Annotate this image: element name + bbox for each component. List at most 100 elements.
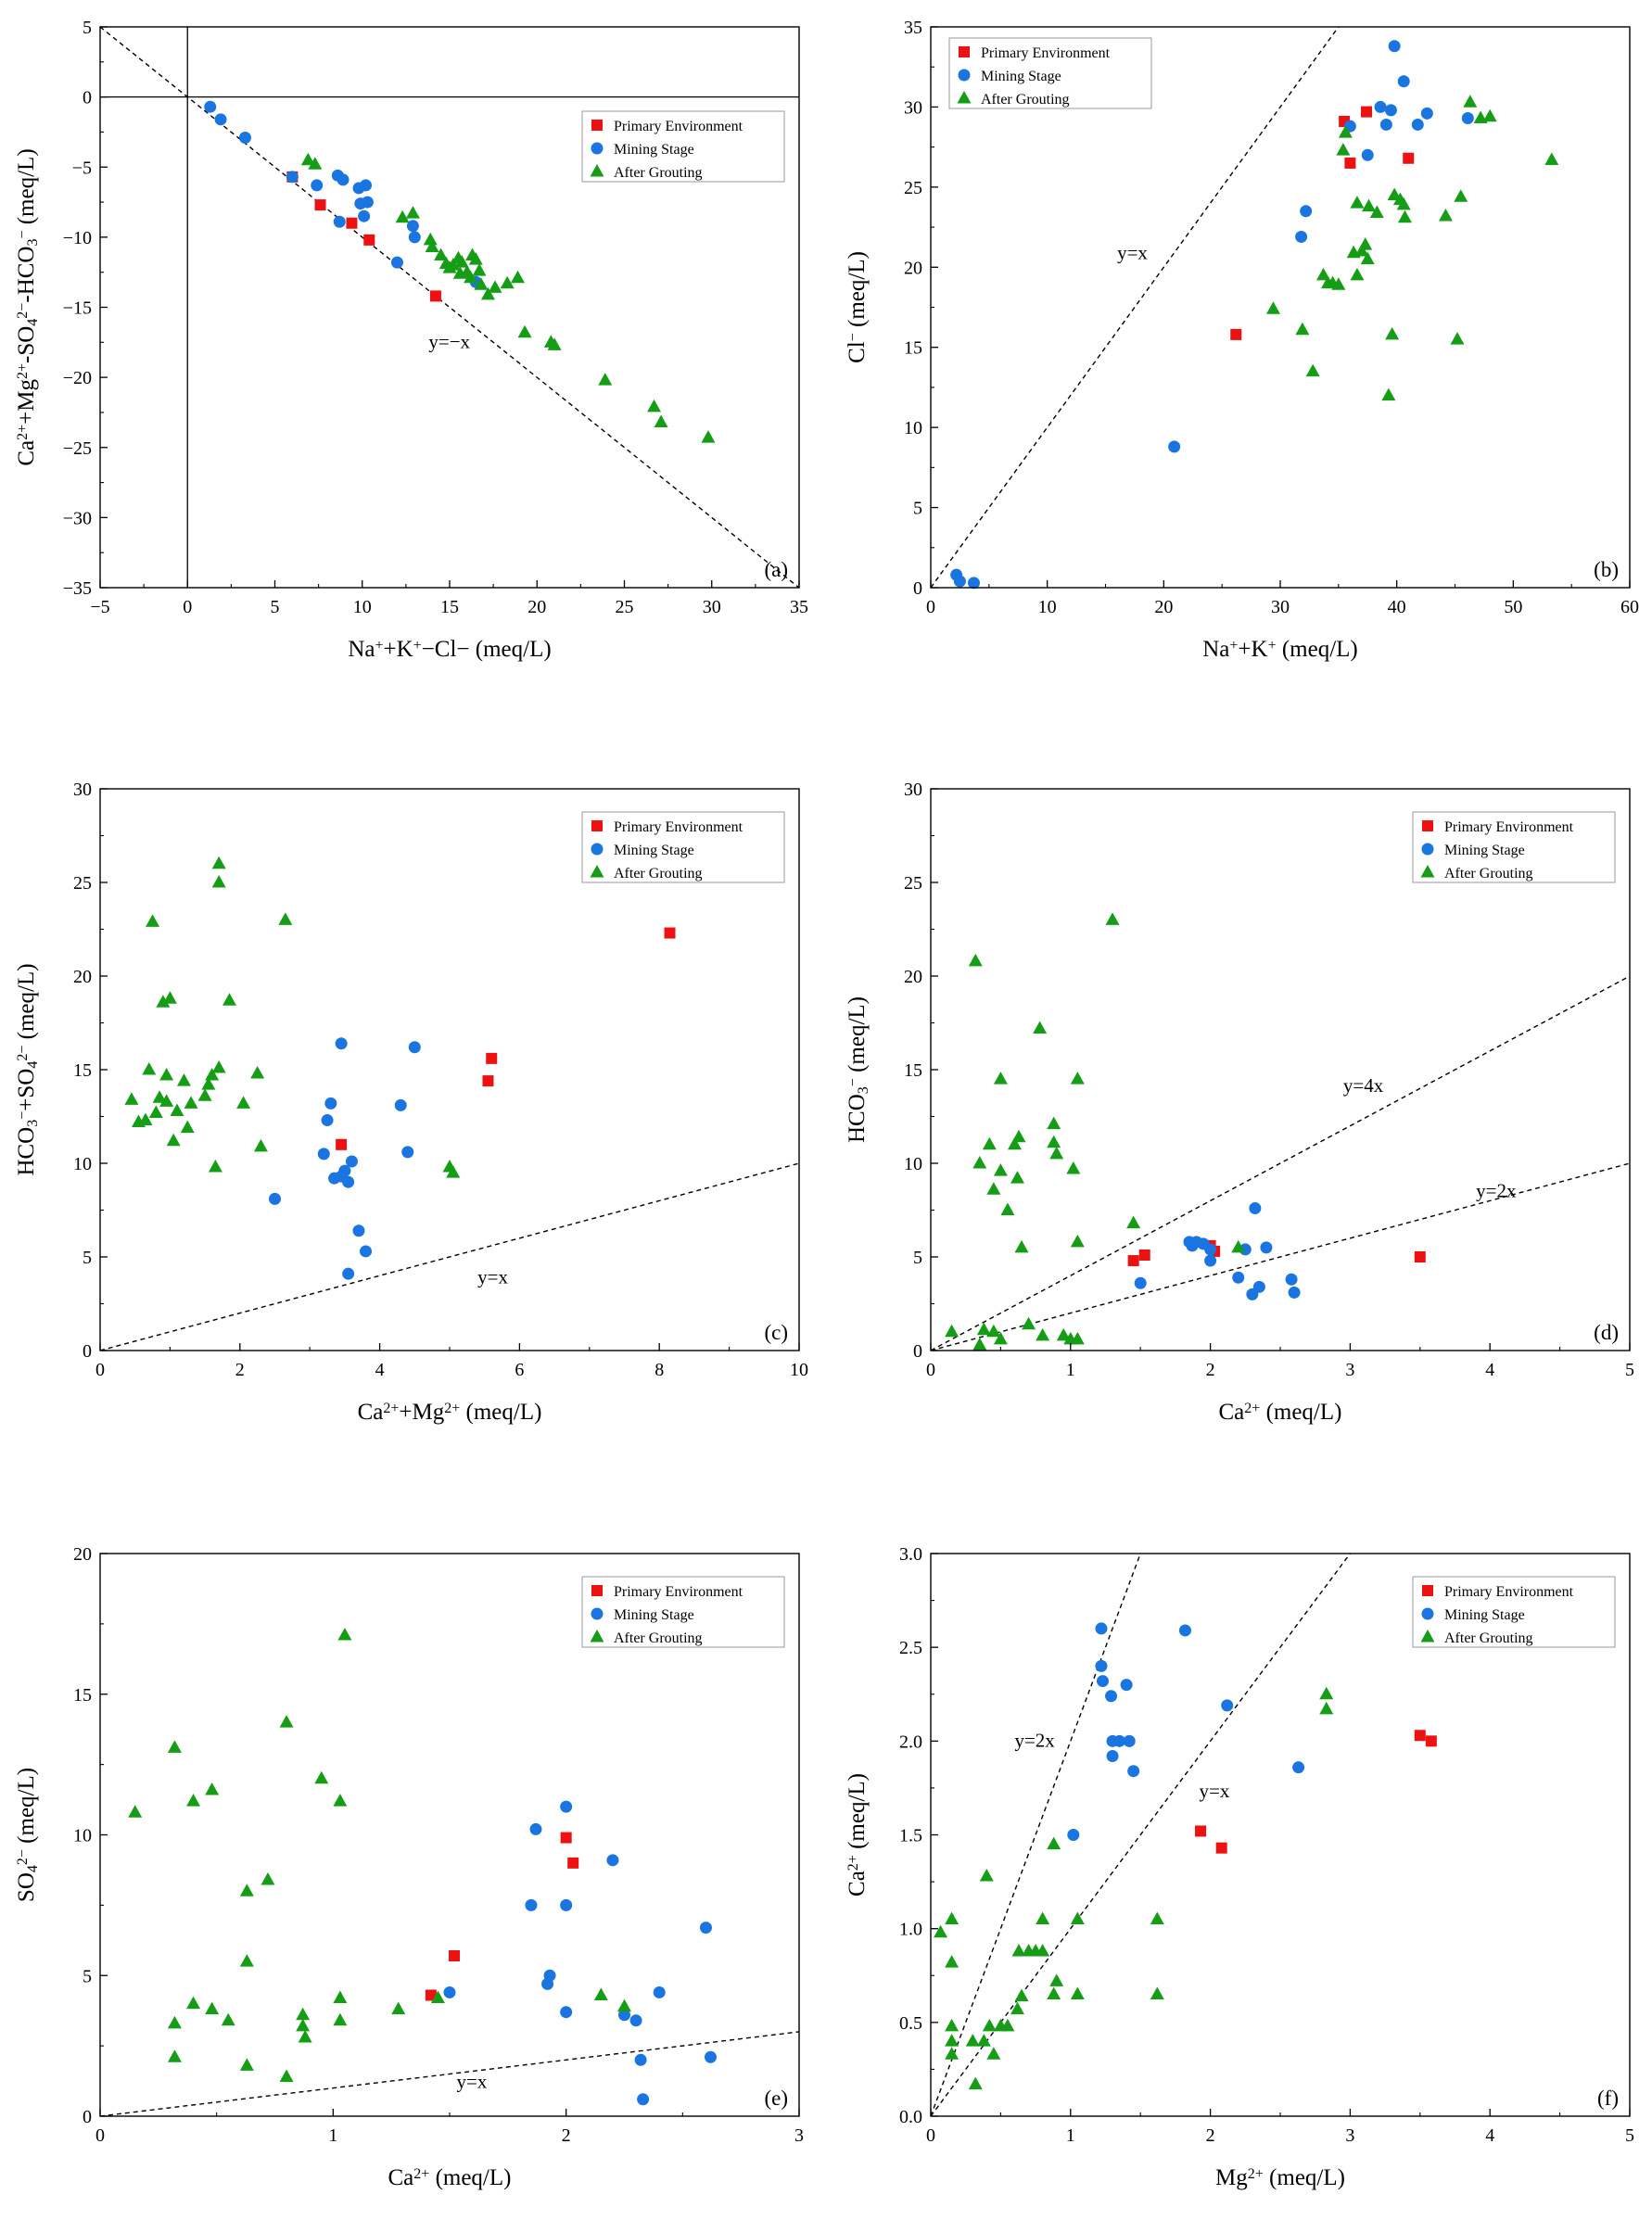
data-point-mining xyxy=(408,231,421,244)
data-point-mining xyxy=(1300,205,1313,218)
x-axis-title-part: Ca xyxy=(388,2165,414,2190)
x-tick-label: 0 xyxy=(95,2125,105,2146)
data-point-grouting xyxy=(1231,1239,1246,1253)
x-axis-title-part: (meq/L) xyxy=(460,1400,541,1425)
x-tick-label: 2 xyxy=(1206,1360,1215,1380)
y-tick-label: 10 xyxy=(904,418,922,438)
data-point-grouting xyxy=(1036,1943,1050,1957)
data-point-grouting xyxy=(945,1324,959,1338)
data-point-grouting xyxy=(1350,196,1365,209)
x-tick-label: 15 xyxy=(440,597,459,617)
y-tick-label: 25 xyxy=(904,873,922,894)
y-axis-title-part: Cl xyxy=(845,341,870,363)
data-point-mining xyxy=(634,2053,647,2066)
data-point-grouting xyxy=(1070,1911,1085,1925)
legend-marker-primary xyxy=(1422,1585,1433,1596)
data-point-mining xyxy=(401,1146,414,1159)
data-point-grouting xyxy=(1047,1135,1061,1148)
reference-line xyxy=(931,1554,1352,2116)
data-point-grouting xyxy=(221,2012,235,2026)
data-point-mining xyxy=(1204,1254,1217,1267)
data-point-grouting xyxy=(454,255,469,268)
y-tick-label: −5 xyxy=(72,158,92,178)
y-axis-title-part: +Mg xyxy=(14,379,39,425)
data-point-grouting xyxy=(1338,125,1353,138)
y-tick-label: 10 xyxy=(904,1154,922,1174)
data-point-grouting xyxy=(945,2047,959,2060)
y-axis-title: HCO3−+SO42− (meq/L) xyxy=(14,963,41,1175)
data-point-grouting xyxy=(474,277,489,290)
data-point-grouting xyxy=(1022,1316,1036,1330)
data-point-mining xyxy=(408,1041,421,1054)
data-point-grouting xyxy=(186,1996,201,2010)
y-axis-title-part: (meq/L) xyxy=(845,996,870,1078)
y-axis-title-part: 4 xyxy=(25,1865,41,1872)
x-tick-label: 60 xyxy=(1620,597,1639,617)
reference-line-label: y=2x xyxy=(1014,1729,1055,1751)
x-axis-title: Ca2++Mg2+ (meq/L) xyxy=(358,1400,542,1425)
y-tick-label: 30 xyxy=(904,97,922,118)
y-tick-label: 0 xyxy=(913,1341,922,1362)
y-tick-label: 30 xyxy=(904,780,922,800)
legend-label-grouting: After Grouting xyxy=(614,1630,703,1646)
data-point-grouting xyxy=(1011,1129,1026,1143)
data-point-mining xyxy=(1134,1276,1147,1289)
x-tick-label: 5 xyxy=(1625,1360,1634,1380)
data-point-primary xyxy=(1344,157,1356,169)
data-point-grouting xyxy=(1000,2018,1015,2032)
data-point-primary xyxy=(363,234,375,246)
data-point-grouting xyxy=(1305,363,1320,377)
y-tick-label: 5 xyxy=(913,1248,922,1268)
data-point-grouting xyxy=(142,1062,157,1075)
data-point-grouting xyxy=(1070,1234,1085,1248)
x-tick-label: 30 xyxy=(1271,597,1290,617)
data-point-grouting xyxy=(205,1782,220,1795)
data-point-mining xyxy=(1123,1734,1136,1747)
y-tick-label: 0 xyxy=(83,2107,92,2127)
data-point-mining xyxy=(1411,118,1424,131)
data-point-grouting xyxy=(1033,1021,1048,1034)
reference-line-label: y=x xyxy=(477,1265,508,1288)
data-point-mining xyxy=(1461,112,1474,125)
data-point-grouting xyxy=(593,1987,608,2000)
y-axis-title: Cl− (meq/L) xyxy=(845,251,870,363)
x-tick-label: 2 xyxy=(1206,2125,1215,2146)
data-point-grouting xyxy=(1463,95,1478,108)
data-point-mining xyxy=(1288,1286,1301,1299)
x-tick-label: 5 xyxy=(1625,2125,1634,2146)
legend-box xyxy=(581,110,785,183)
data-point-mining xyxy=(560,1898,573,1911)
data-point-grouting xyxy=(205,2001,220,2015)
reference-line xyxy=(931,1554,1141,2116)
data-point-mining xyxy=(342,1267,355,1280)
data-point-grouting xyxy=(500,275,515,289)
x-axis-title: Ca2+ (meq/L) xyxy=(388,2165,512,2190)
data-point-mining xyxy=(360,179,373,192)
data-point-mining xyxy=(1361,148,1374,161)
legend-marker-mining xyxy=(591,843,604,856)
data-point-grouting xyxy=(1450,332,1465,345)
y-axis-title-part: 3 xyxy=(856,1086,871,1094)
data-point-grouting xyxy=(1265,301,1280,314)
data-point-grouting xyxy=(162,991,177,1004)
data-point-grouting xyxy=(314,1770,329,1784)
x-tick-label: 4 xyxy=(1485,1360,1494,1380)
legend-label-grouting: After Grouting xyxy=(1444,866,1533,882)
legend-label-mining: Mining Stage xyxy=(614,843,694,858)
data-point-primary xyxy=(1360,106,1372,118)
panel-a: y=−x−5 0 5 10 15 20 25 30 35−35−30−25−20−15−10−5… xyxy=(14,18,808,662)
data-point-grouting xyxy=(986,1182,1001,1195)
legend-label-grouting: After Grouting xyxy=(614,866,703,882)
data-point-grouting xyxy=(1036,1911,1050,1925)
data-point-grouting xyxy=(423,232,438,246)
y-tick-label: 2.5 xyxy=(899,1638,922,1658)
y-tick-label: 2.0 xyxy=(899,1732,922,1752)
x-axis-title-part: 2+ xyxy=(1248,2166,1264,2182)
data-point-grouting xyxy=(968,2076,983,2090)
data-point-grouting xyxy=(488,280,502,293)
data-point-grouting xyxy=(945,1911,959,1925)
data-point-grouting xyxy=(1369,205,1384,219)
plot-frame xyxy=(930,26,1631,589)
